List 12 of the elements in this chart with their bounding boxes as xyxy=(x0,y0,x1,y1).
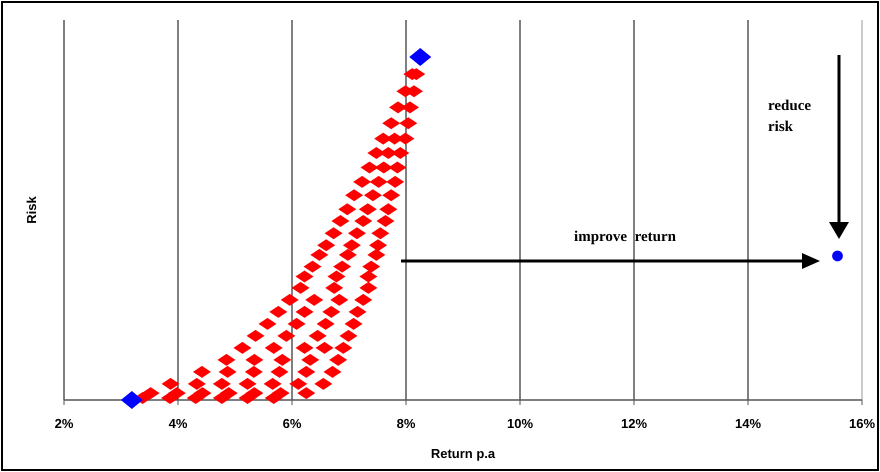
x-tick-label: 12% xyxy=(620,416,648,431)
x-tick-label: 4% xyxy=(168,416,188,431)
y-axis-title: Risk xyxy=(24,196,39,224)
x-tick-label: 2% xyxy=(54,416,74,431)
x-tick-label: 6% xyxy=(282,416,302,431)
x-tick-label: 16% xyxy=(848,416,876,431)
x-tick-label: 8% xyxy=(396,416,416,431)
x-tick-label: 10% xyxy=(506,416,534,431)
x-tick-label: 14% xyxy=(734,416,762,431)
x-axis-title: Return p.a xyxy=(430,446,496,461)
annotation: improve return xyxy=(574,229,677,245)
annotation: reduce risk xyxy=(768,98,812,135)
